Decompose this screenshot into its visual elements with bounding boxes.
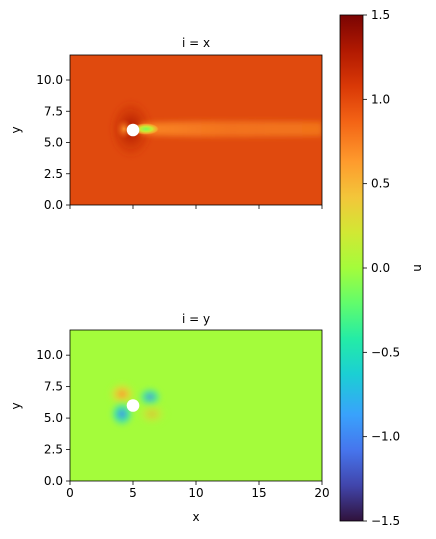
colorbar-tick-label: −1.0 bbox=[371, 430, 400, 444]
top-y-tick-label: 10.0 bbox=[36, 73, 63, 87]
top-panel-title: i = x bbox=[182, 36, 210, 50]
bottom-x-axis-label: x bbox=[192, 510, 199, 524]
top-y-axis-label: y bbox=[9, 126, 23, 133]
colorbar-gradient bbox=[339, 14, 364, 522]
bottom-heatmap-panel: i = y y x 0.0 2.5 5.0 7.5 10.0 0 5 10 15 20 bbox=[9, 312, 330, 524]
bottom-pos-lobe-downstream bbox=[136, 402, 168, 426]
bottom-heatmap-field bbox=[70, 330, 322, 481]
colorbar-tick-label: 1.0 bbox=[371, 92, 390, 106]
top-wake-tail bbox=[140, 121, 322, 137]
bottom-y-tick-label: 10.0 bbox=[36, 348, 63, 362]
bottom-x-tick-label: 0 bbox=[66, 486, 74, 500]
bottom-x-tick-label: 20 bbox=[314, 486, 329, 500]
colorbar-tick-label: 1.5 bbox=[371, 8, 390, 22]
top-y-tick-label: 5.0 bbox=[44, 136, 63, 150]
colorbar-tick-label: 0.5 bbox=[371, 177, 390, 191]
bottom-y-tick-label: 2.5 bbox=[44, 443, 63, 457]
bottom-x-tick-label: 5 bbox=[129, 486, 137, 500]
bottom-x-tick-label: 10 bbox=[188, 486, 203, 500]
bottom-y-tick-label: 5.0 bbox=[44, 411, 63, 425]
bottom-y-ticks: 0.0 2.5 5.0 7.5 10.0 bbox=[36, 348, 70, 488]
bottom-y-axis-label: y bbox=[9, 402, 23, 409]
bottom-x-tick-label: 15 bbox=[251, 486, 266, 500]
top-heatmap-field bbox=[70, 55, 322, 205]
bottom-panel-title: i = y bbox=[182, 312, 210, 326]
bottom-x-ticks: 0 5 10 15 20 bbox=[66, 481, 330, 500]
top-obstacle bbox=[126, 123, 140, 137]
top-stagnation-region bbox=[116, 119, 132, 139]
colorbar-tick-label: −0.5 bbox=[371, 345, 400, 359]
top-heatmap-panel: i = x y 0.0 2.5 5.0 7.5 10.0 bbox=[9, 36, 323, 212]
colorbar: 1.5 1.0 0.5 0.0 −0.5 −1.0 −1.5 u bbox=[339, 8, 424, 528]
top-wake-core bbox=[132, 123, 160, 135]
top-y-tick-label: 0.0 bbox=[44, 198, 63, 212]
bottom-obstacle bbox=[126, 399, 140, 412]
top-y-tick-label: 7.5 bbox=[44, 104, 63, 118]
top-y-ticks: 0.0 2.5 5.0 7.5 10.0 bbox=[36, 73, 70, 212]
top-x-ticks bbox=[69, 205, 323, 209]
colorbar-tick-label: 0.0 bbox=[371, 261, 390, 275]
bottom-y-tick-label: 7.5 bbox=[44, 380, 63, 394]
bottom-heatmap-background bbox=[70, 330, 322, 481]
bottom-y-tick-label: 0.0 bbox=[44, 474, 63, 488]
top-y-tick-label: 2.5 bbox=[44, 167, 63, 181]
colorbar-tick-label: −1.5 bbox=[371, 514, 400, 528]
colorbar-label: u bbox=[410, 264, 424, 272]
colorbar-ticks: 1.5 1.0 0.5 0.0 −0.5 −1.0 −1.5 bbox=[363, 8, 400, 528]
